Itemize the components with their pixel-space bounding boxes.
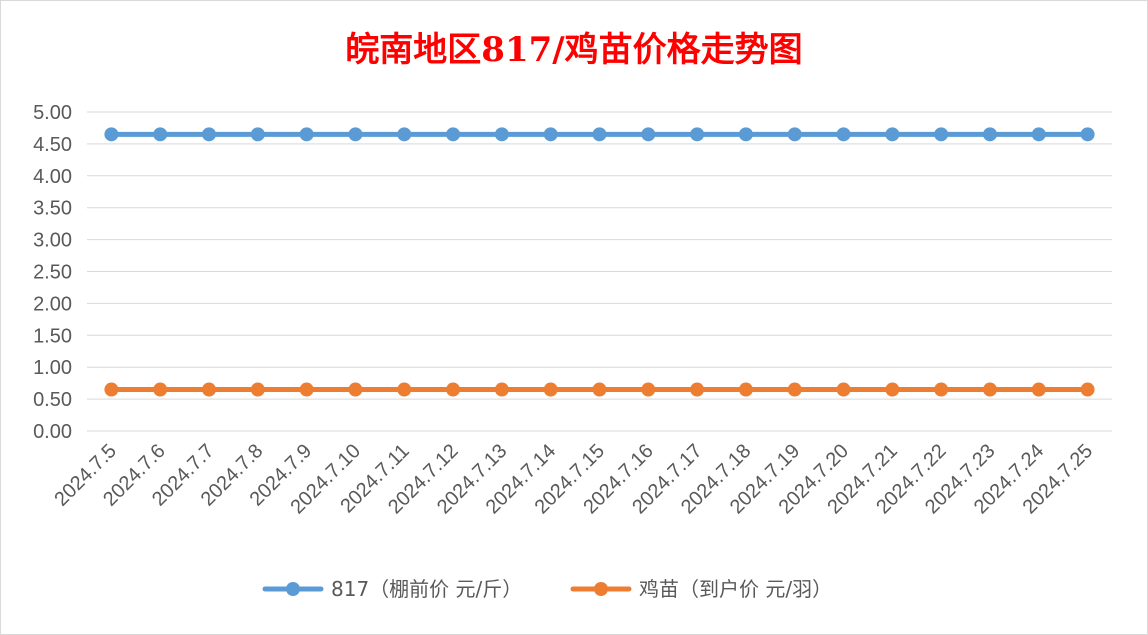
- data-point: [592, 127, 607, 142]
- data-point: [982, 382, 997, 397]
- y-tick-label: 0.50: [33, 389, 72, 411]
- data-point: [738, 127, 753, 142]
- data-point: [543, 127, 558, 142]
- data-point: [934, 382, 949, 397]
- data-point: [250, 382, 265, 397]
- legend-label: 817（棚前价 元/斤）: [331, 577, 522, 601]
- legend: 817（棚前价 元/斤） 鸡苗（到户价 元/羽）: [262, 577, 832, 601]
- y-tick-label: 1.50: [33, 325, 72, 347]
- x-axis-ticks: 2024.7.52024.7.62024.7.72024.7.82024.7.9…: [50, 440, 1097, 518]
- y-axis-ticks: 0.00 0.50 1.00 1.50 2.00 2.50 3.00 3.50 4.00 4.50…: [33, 102, 72, 443]
- chart-title: 皖南地区817/鸡苗价格走势图: [345, 30, 803, 70]
- data-point: [934, 127, 949, 142]
- y-tick-label: 3.00: [33, 230, 72, 252]
- legend-label: 鸡苗（到户价 元/羽）: [639, 577, 832, 601]
- data-point: [1080, 127, 1095, 142]
- data-point: [250, 127, 265, 142]
- legend-item: 鸡苗（到户价 元/羽）: [570, 577, 832, 601]
- data-point: [787, 127, 802, 142]
- data-point: [299, 127, 314, 142]
- data-point: [446, 382, 461, 397]
- y-tick-label: 0.00: [33, 421, 72, 443]
- data-point: [153, 382, 168, 397]
- data-point: [738, 382, 753, 397]
- data-point: [494, 382, 509, 397]
- series-layer: [104, 127, 1095, 397]
- y-tick-label: 2.00: [33, 293, 72, 315]
- data-point: [104, 382, 119, 397]
- data-point: [641, 127, 656, 142]
- y-tick-label: 1.00: [33, 357, 72, 379]
- data-point: [836, 127, 851, 142]
- y-tick-label: 4.50: [33, 134, 72, 156]
- data-point: [592, 382, 607, 397]
- data-point: [982, 127, 997, 142]
- data-point: [446, 127, 461, 142]
- data-point: [836, 382, 851, 397]
- data-point: [153, 127, 168, 142]
- legend-swatch-marker: [594, 582, 608, 596]
- data-point: [690, 127, 705, 142]
- y-tick-label: 2.50: [33, 262, 72, 284]
- data-point: [494, 127, 509, 142]
- data-point: [1031, 382, 1046, 397]
- gridlines: [87, 111, 1112, 432]
- data-point: [885, 382, 900, 397]
- legend-item: 817（棚前价 元/斤）: [262, 577, 522, 601]
- data-point: [690, 382, 705, 397]
- data-point: [202, 382, 217, 397]
- data-point: [104, 127, 119, 142]
- data-point: [885, 127, 900, 142]
- y-tick-label: 4.00: [33, 166, 72, 188]
- legend-swatch-marker: [286, 582, 300, 596]
- series-1: [104, 382, 1095, 397]
- data-point: [1080, 382, 1095, 397]
- data-point: [641, 382, 656, 397]
- data-point: [397, 127, 412, 142]
- y-tick-label: 5.00: [33, 102, 72, 124]
- data-point: [299, 382, 314, 397]
- data-point: [787, 382, 802, 397]
- data-point: [348, 127, 363, 142]
- data-point: [1031, 127, 1046, 142]
- data-point: [543, 382, 558, 397]
- series-0: [104, 127, 1095, 142]
- data-point: [397, 382, 412, 397]
- data-point: [348, 382, 363, 397]
- y-tick-label: 3.50: [33, 198, 72, 220]
- data-point: [202, 127, 217, 142]
